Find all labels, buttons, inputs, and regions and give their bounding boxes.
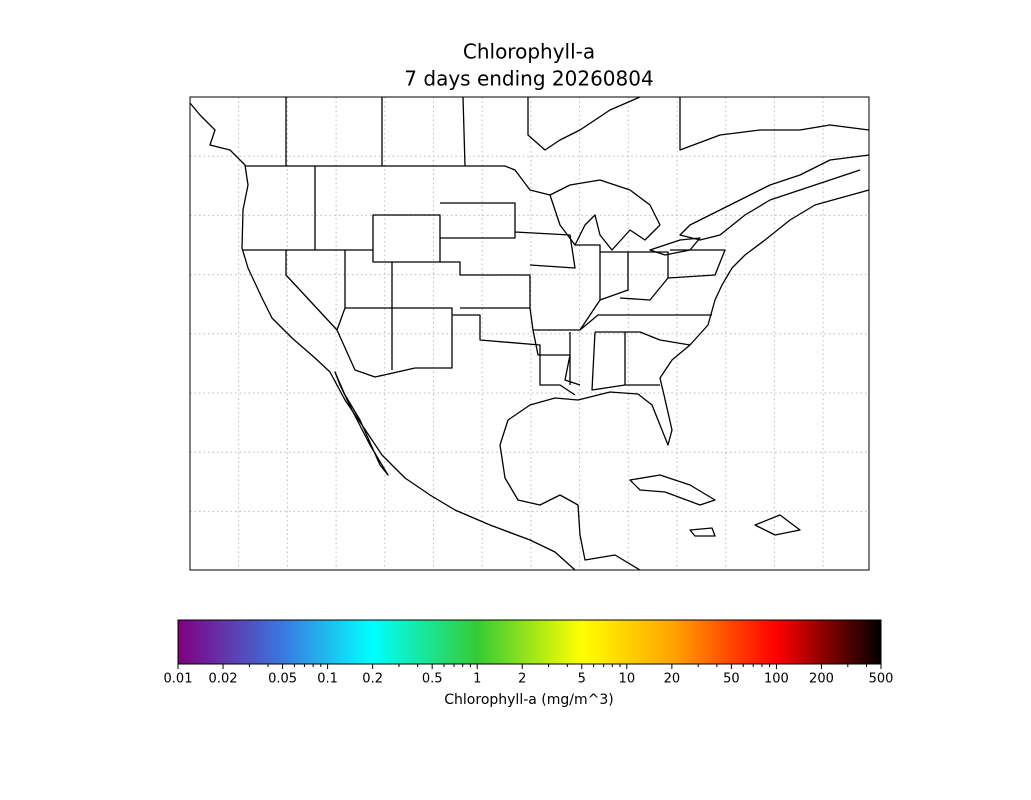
colorbar-tick-label: 100: [764, 672, 789, 687]
map-frame: [189, 96, 870, 571]
map-lines: [189, 96, 870, 571]
colorbar-tick-label: 0.02: [209, 672, 238, 687]
coastline: [189, 102, 576, 571]
colorbar-tick-label: 5: [578, 672, 586, 687]
coastline: [527, 96, 870, 241]
coastline: [549, 179, 701, 256]
colorbar-tick-label: 0.2: [362, 672, 383, 687]
state-border: [243, 96, 726, 396]
colorbar-tick-label: 1: [473, 672, 481, 687]
colorbar-tick-label: 10: [619, 672, 636, 687]
coastline: [629, 474, 801, 537]
coastline: [334, 371, 389, 476]
colorbar-tick-label: 0.01: [164, 672, 193, 687]
colorbar-tick-label: 0.05: [268, 672, 297, 687]
colorbar-tick-label: 2: [518, 672, 526, 687]
colorbar: [177, 619, 882, 665]
colorbar-tick-label: 50: [723, 672, 740, 687]
colorbar-tick-label: 20: [664, 672, 681, 687]
colorbar-tick-label: 0.5: [422, 672, 443, 687]
title-line: Chlorophyll-a: [463, 40, 595, 64]
title-line: 7 days ending 20260804: [404, 67, 653, 91]
colorbar-tick-label: 500: [869, 672, 894, 687]
colorbar-tick-label: 200: [809, 672, 834, 687]
coastline: [499, 189, 870, 571]
colorbar-tick-label: 0.1: [317, 672, 338, 687]
graticule: [190, 97, 869, 570]
colorbar-label: Chlorophyll-a (mg/m^3): [444, 692, 613, 708]
